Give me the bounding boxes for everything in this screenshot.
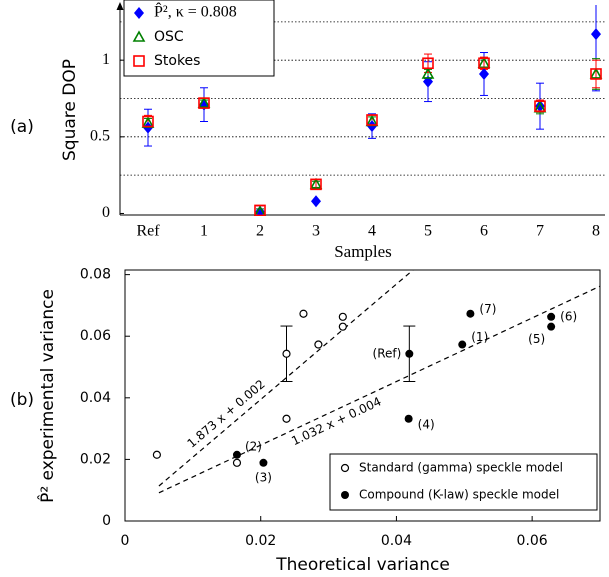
marker bbox=[232, 450, 241, 459]
point-label: (7) bbox=[479, 302, 496, 316]
y-tick-label: 0.06 bbox=[80, 328, 111, 344]
point-label: (4) bbox=[418, 417, 435, 431]
y-tick-label: 0 bbox=[102, 204, 110, 221]
legend: Standard (gamma) speckle model Compound (… bbox=[329, 453, 598, 511]
marker bbox=[198, 97, 210, 109]
y-tick-label: 0.08 bbox=[80, 267, 111, 283]
plot-frame bbox=[124, 269, 601, 522]
x-tick-label: 3 bbox=[312, 223, 320, 240]
y-tick-label: 1 bbox=[102, 51, 110, 68]
y-tick-label: 0.02 bbox=[80, 451, 111, 467]
x-tick-label: 0.04 bbox=[381, 533, 412, 549]
x-tick-label: 7 bbox=[536, 223, 544, 240]
marker bbox=[133, 55, 145, 67]
x-tick-label: 0.02 bbox=[245, 533, 276, 549]
panel-label: (a) bbox=[10, 117, 34, 137]
x-tick-label: 0.06 bbox=[517, 533, 548, 549]
x-tick-label: 5 bbox=[424, 223, 432, 240]
marker bbox=[232, 458, 242, 467]
marker bbox=[340, 463, 350, 473]
marker bbox=[341, 491, 349, 499]
marker bbox=[466, 309, 475, 318]
fit-line bbox=[158, 285, 600, 494]
y-axis-label: Square DOP bbox=[60, 59, 80, 161]
marker bbox=[282, 349, 291, 358]
marker bbox=[259, 458, 268, 467]
fit-label: 1.032 x + 0.004 bbox=[289, 394, 383, 448]
legend-label: Standard (gamma) speckle model bbox=[359, 461, 563, 475]
plot-area bbox=[141, 5, 603, 216]
y-axis-label: P̂² experimental variance bbox=[37, 289, 58, 503]
x-axis-label: Theoretical variance bbox=[275, 555, 450, 575]
y-tick-label: 0 bbox=[102, 513, 111, 529]
point-label: (3) bbox=[255, 470, 272, 484]
marker bbox=[534, 100, 546, 112]
marker bbox=[299, 309, 308, 318]
x-tick-label: 4 bbox=[368, 223, 376, 240]
marker bbox=[366, 114, 378, 126]
marker bbox=[458, 340, 467, 349]
error-bar bbox=[592, 59, 600, 89]
marker bbox=[478, 57, 490, 70]
legend: P̂², κ = 0.808 OSC Stokes bbox=[123, 0, 275, 77]
point-label: (6) bbox=[560, 309, 577, 323]
legend-label: Compound (K-law) speckle model bbox=[359, 488, 559, 502]
marker bbox=[479, 67, 489, 80]
x-tick-label: 8 bbox=[592, 223, 600, 240]
marker bbox=[404, 414, 413, 423]
x-tick-label: Ref bbox=[136, 223, 160, 240]
marker bbox=[338, 322, 347, 331]
marker bbox=[282, 414, 291, 423]
y-tick-label: 0.04 bbox=[80, 390, 111, 406]
marker bbox=[310, 178, 322, 191]
x-axis-label: Samples bbox=[334, 242, 392, 261]
x-tick-label: 0 bbox=[121, 533, 130, 549]
legend-label: Stokes bbox=[154, 53, 200, 69]
marker bbox=[255, 205, 265, 216]
marker bbox=[254, 204, 266, 216]
marker bbox=[477, 56, 491, 69]
panel-label: (b) bbox=[10, 390, 34, 410]
marker bbox=[311, 195, 321, 208]
legend-label: P̂², κ = 0.808 bbox=[154, 2, 237, 21]
marker bbox=[547, 312, 556, 321]
marker bbox=[132, 30, 146, 42]
marker bbox=[590, 68, 602, 80]
x-tick-label: 2 bbox=[256, 223, 264, 240]
point-label: (1) bbox=[471, 330, 488, 344]
marker bbox=[405, 349, 414, 358]
marker bbox=[134, 7, 144, 19]
marker bbox=[338, 312, 347, 321]
marker bbox=[152, 450, 161, 459]
marker bbox=[547, 322, 556, 331]
point-label: (5) bbox=[528, 332, 545, 346]
x-tick-label: 6 bbox=[480, 223, 488, 240]
x-tick-label: 1 bbox=[200, 223, 208, 240]
marker bbox=[197, 96, 211, 108]
marker bbox=[142, 115, 154, 128]
legend-label: OSC bbox=[154, 29, 184, 45]
point-label: (Ref) bbox=[373, 346, 402, 360]
plot-area bbox=[152, 270, 600, 494]
axis-arrow bbox=[116, 2, 124, 10]
marker bbox=[314, 340, 323, 349]
marker bbox=[309, 177, 323, 190]
y-tick-label: 0.5 bbox=[90, 127, 110, 144]
legend-box bbox=[329, 453, 598, 511]
marker bbox=[422, 57, 434, 70]
marker bbox=[535, 100, 545, 113]
point-label: (2) bbox=[245, 439, 262, 453]
marker bbox=[589, 67, 603, 79]
marker bbox=[591, 28, 601, 41]
legend-box bbox=[123, 0, 275, 77]
marker bbox=[421, 67, 435, 79]
